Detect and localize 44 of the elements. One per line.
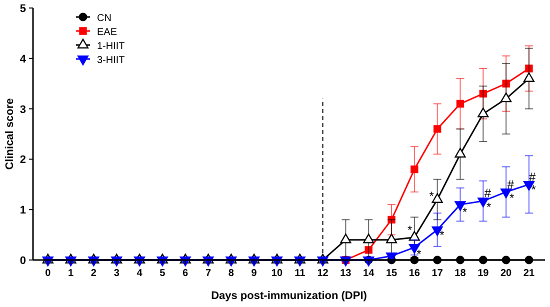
annotation: * xyxy=(462,205,468,220)
x-tick-label: 8 xyxy=(228,268,234,279)
x-tick-label: 2 xyxy=(90,268,97,279)
x-axis-title: Days post-immunization (DPI) xyxy=(211,290,368,302)
annotation: * xyxy=(429,188,434,203)
y-tick-label: 4 xyxy=(20,53,27,66)
y-tick-label: 3 xyxy=(20,104,26,116)
annotation: * xyxy=(531,182,536,196)
legend-label: CN xyxy=(97,13,112,24)
annotation: * xyxy=(486,200,492,214)
x-tick-label: 7 xyxy=(205,268,212,279)
x-tick-label: 17 xyxy=(432,268,444,279)
x-tick-label: 11 xyxy=(294,268,306,279)
x-tick-label: 16 xyxy=(408,268,420,279)
x-tick-label: 13 xyxy=(340,268,352,279)
y-axis-title: Clinical score xyxy=(4,98,16,170)
y-tick-label: 1 xyxy=(20,204,26,217)
annotation: # xyxy=(484,186,492,200)
y-tick-label: 5 xyxy=(20,3,26,15)
x-tick-label: 14 xyxy=(363,268,375,279)
x-tick-label: 21 xyxy=(523,268,535,279)
x-tick-label: 15 xyxy=(386,268,398,279)
annotation: * xyxy=(509,191,514,206)
x-tick-label: 5 xyxy=(160,268,166,279)
x-tick-label: 18 xyxy=(454,268,466,279)
x-tick-label: 0 xyxy=(45,268,52,279)
annotation: * xyxy=(416,246,422,261)
annotation: * xyxy=(408,222,413,237)
x-tick-label: 4 xyxy=(136,268,143,279)
x-tick-label: 19 xyxy=(478,268,490,279)
x-tick-label: 20 xyxy=(500,268,512,279)
x-tick-label: 10 xyxy=(271,268,283,279)
x-tick-label: 9 xyxy=(251,268,258,279)
legend-label: EAE xyxy=(97,27,118,38)
x-tick-label: 1 xyxy=(68,268,74,279)
x-tick-label: 6 xyxy=(182,268,189,279)
y-tick-label: 0 xyxy=(20,255,26,267)
y-tick-label: 2 xyxy=(20,154,26,166)
annotation: * xyxy=(440,228,445,242)
x-tick-label: 12 xyxy=(317,268,329,279)
legend-label: 1-HIIT xyxy=(97,41,125,52)
x-tick-label: 3 xyxy=(114,268,120,279)
legend-label: 3-HIIT xyxy=(97,55,125,66)
annotation: # xyxy=(507,177,514,192)
